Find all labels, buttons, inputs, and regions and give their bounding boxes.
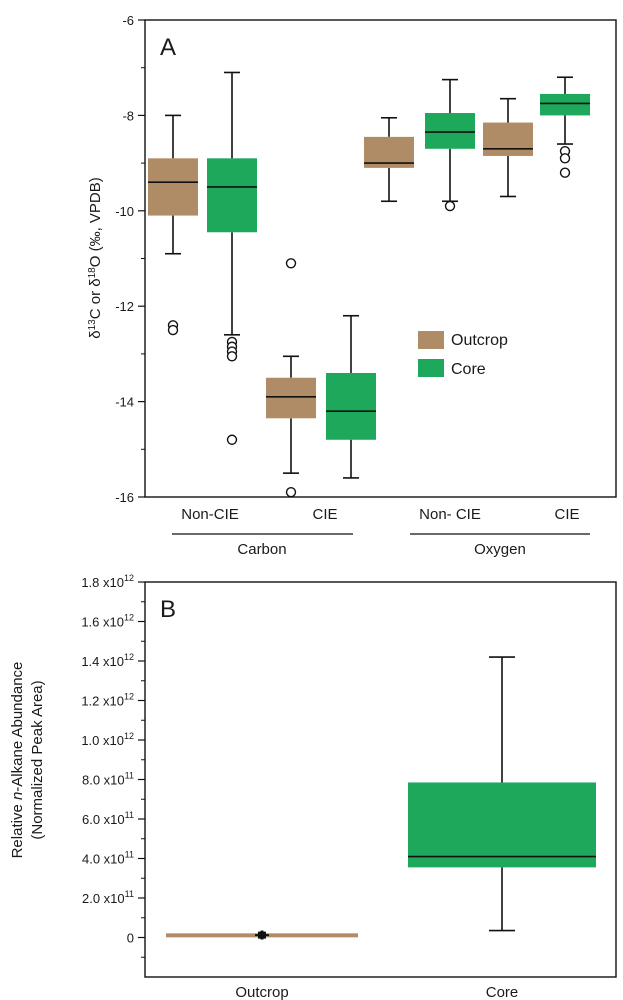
outlier-point bbox=[285, 487, 297, 498]
box-iqr bbox=[425, 113, 475, 149]
y-tick-label: 1.6 x1012 bbox=[81, 613, 134, 630]
y-tick-label: -8 bbox=[122, 108, 134, 123]
box-outcrop-3 bbox=[483, 97, 533, 198]
legend-swatch-core bbox=[418, 359, 444, 377]
category-label: Core bbox=[486, 984, 519, 1000]
y-tick-label: 1.4 x1012 bbox=[81, 652, 134, 669]
legend: Outcrop Core bbox=[418, 331, 508, 378]
box-iqr bbox=[483, 122, 533, 156]
panel-a-y-axis: -6 -8 -10 -12 -14 -16 bbox=[115, 13, 145, 505]
panel-a-y-label: δ13C or δ18O (‰, VPDB) bbox=[87, 177, 105, 338]
panel-b-frame bbox=[144, 581, 617, 978]
y-tick-label: 6.0 x1011 bbox=[82, 810, 134, 827]
panel-a-frame bbox=[144, 19, 617, 498]
panel-b: B 0 2.0 x1011 4.0 x1011 6.0 x1011 8.0 x1011 1… bbox=[9, 573, 617, 1000]
y-tick-label: -10 bbox=[115, 204, 134, 219]
legend-label-core: Core bbox=[451, 361, 486, 378]
panel-b-y-label: Relative n-Alkane Abundance bbox=[9, 662, 26, 859]
y-tick-label: -12 bbox=[115, 299, 134, 314]
y-tick-label: 1.0 x1012 bbox=[81, 731, 134, 748]
y-tick-label: 1.8 x1012 bbox=[81, 573, 134, 590]
box-core-2 bbox=[425, 78, 475, 212]
y-tick-label: 8.0 x1011 bbox=[82, 771, 134, 788]
outlier-point bbox=[167, 324, 179, 336]
panel-a-boxes bbox=[148, 71, 590, 498]
group-label-oxygen: Oxygen bbox=[474, 541, 526, 558]
category-label: CIE bbox=[312, 506, 337, 523]
y-tick-label: 1.2 x1012 bbox=[81, 692, 134, 709]
box-outcrop-1 bbox=[266, 258, 316, 498]
box-outcrop-0 bbox=[148, 114, 198, 336]
panel-a: A -6 -8 -10 -12 -14 -16 Non-CIE CIE Non- CIE CIE… bbox=[87, 13, 617, 558]
legend-label-outcrop: Outcrop bbox=[451, 332, 508, 349]
box-core bbox=[408, 656, 596, 932]
box-outcrop bbox=[166, 930, 358, 940]
panel-b-boxes bbox=[166, 656, 596, 940]
y-tick-label: 0 bbox=[127, 931, 134, 946]
group-label-carbon: Carbon bbox=[237, 541, 286, 558]
panel-b-categories: Outcrop Core bbox=[235, 984, 518, 1000]
box-iqr bbox=[148, 158, 198, 216]
panel-a-categories: Non-CIE CIE Non- CIE CIE bbox=[181, 506, 579, 523]
category-label: Outcrop bbox=[235, 984, 288, 1000]
outlier-point bbox=[226, 434, 238, 445]
category-label: CIE bbox=[554, 506, 579, 523]
outlier-point bbox=[559, 167, 571, 178]
box-core-0 bbox=[207, 71, 257, 445]
outlier-point bbox=[226, 351, 238, 362]
box-iqr bbox=[540, 93, 590, 116]
box-iqr bbox=[207, 158, 257, 233]
outlier-point bbox=[285, 258, 297, 269]
y-tick-label: 2.0 x1011 bbox=[82, 889, 134, 906]
box-outcrop-2 bbox=[364, 116, 414, 203]
box-iqr bbox=[266, 377, 316, 419]
panel-a-label: A bbox=[160, 34, 176, 61]
panel-b-y-label-2: (Normalized Peak Area) bbox=[29, 680, 46, 839]
box-core-1 bbox=[326, 314, 376, 479]
panel-b-y-axis: 0 2.0 x1011 4.0 x1011 6.0 x1011 8.0 x1011 1.0… bbox=[81, 573, 145, 958]
outlier-point bbox=[559, 153, 571, 164]
box-core-3 bbox=[540, 76, 590, 178]
panel-b-label: B bbox=[160, 596, 176, 623]
box-iqr bbox=[326, 372, 376, 440]
y-tick-label: -6 bbox=[122, 13, 134, 28]
outlier-point bbox=[444, 200, 456, 212]
box-iqr bbox=[408, 782, 596, 868]
y-tick-label: -14 bbox=[115, 395, 134, 410]
y-tick-label: 4.0 x1011 bbox=[82, 850, 134, 867]
legend-swatch-outcrop bbox=[418, 331, 444, 349]
category-label: Non-CIE bbox=[181, 506, 239, 523]
median-marker bbox=[258, 931, 266, 939]
y-tick-label: -16 bbox=[115, 490, 134, 505]
category-label: Non- CIE bbox=[419, 506, 481, 523]
